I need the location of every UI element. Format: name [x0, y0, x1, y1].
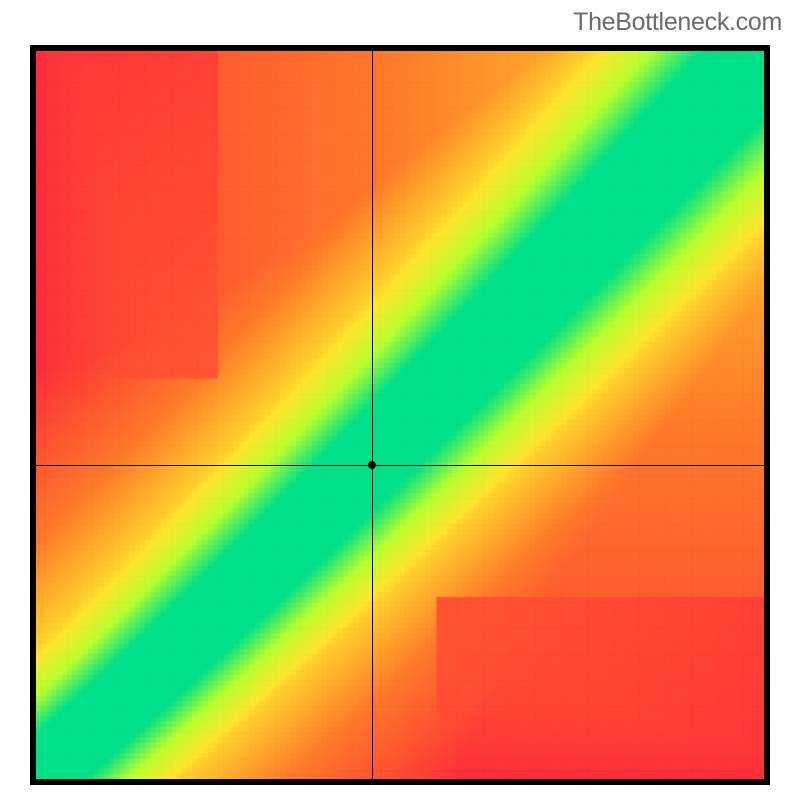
crosshair-horizontal	[36, 465, 764, 466]
watermark: TheBottleneck.com	[573, 8, 782, 37]
heatmap-canvas	[36, 51, 764, 779]
heatmap-plot-area	[36, 51, 764, 779]
crosshair-marker-icon	[368, 461, 376, 469]
heatmap-frame	[30, 45, 770, 785]
crosshair-vertical	[372, 51, 373, 779]
